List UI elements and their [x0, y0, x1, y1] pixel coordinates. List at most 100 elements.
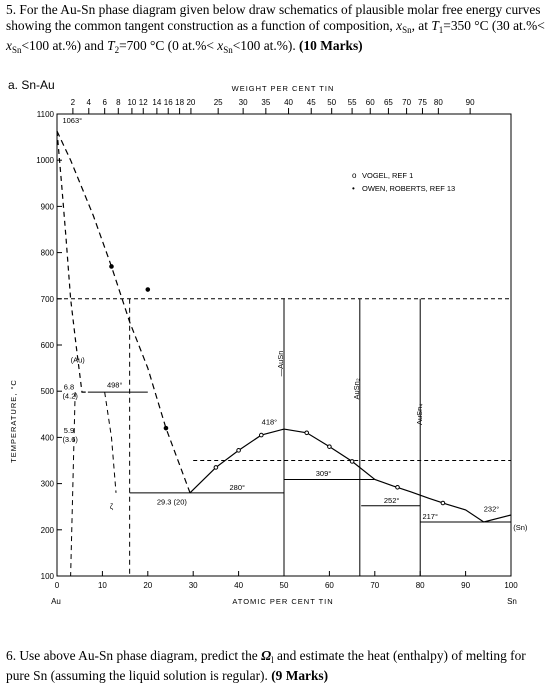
q5-marks: (10 Marks): [299, 38, 363, 53]
x-tick-label: 100: [504, 581, 518, 590]
q5-t1-expr: =350 °C (30 at.%<: [443, 18, 545, 33]
annotation-c59: 5.9: [64, 426, 74, 435]
q5-t2-expr: =700 °C (0 at.%<: [119, 38, 218, 53]
x-tick-label: 10: [98, 581, 107, 590]
question-5-text: 5. For the Au-Sn phase diagram given bel…: [6, 2, 546, 58]
x2-tick-label: 45: [307, 98, 316, 107]
zeta-boundary-left: [104, 392, 117, 493]
x-tick-label: 30: [189, 581, 198, 590]
q5-t2-symbol: T: [107, 38, 115, 53]
x2-tick-label: 18: [175, 98, 184, 107]
annotation-c36: (3.6): [62, 435, 78, 444]
x2-tick-label: 30: [239, 98, 248, 107]
q6-middle: and estimate the heat (enthalpy) of melt…: [6, 648, 526, 683]
x2-tick-label: 80: [434, 98, 443, 107]
curves-group: [56, 130, 512, 577]
q5-x-symbol-3: x: [217, 38, 224, 53]
x2-tick-label: 20: [186, 98, 195, 107]
y-tick-label: 900: [41, 202, 55, 211]
annotation-t217: 217°: [422, 512, 438, 521]
q5-prefix: 5. For the Au-Sn phase diagram given bel…: [6, 2, 541, 33]
data-point-open: [259, 432, 264, 438]
x2-tick-label: 75: [418, 98, 427, 107]
annotation-t280: 280°: [230, 483, 246, 492]
data-point-filled: [145, 287, 151, 292]
x2-tick-label: 8: [116, 98, 121, 107]
data-point-filled: [163, 425, 169, 431]
question-6-text: 6. Use above Au-Sn phase diagram, predic…: [6, 648, 546, 684]
legend-item-owen: OWEN, ROBERTS, REF 13: [362, 184, 455, 193]
bottom-left-label: Au: [51, 597, 61, 606]
x2-tick-label: 60: [366, 98, 375, 107]
x2-tick-label: 55: [348, 98, 357, 107]
y-tick-label: 200: [41, 526, 55, 535]
x2-tick-label: 90: [466, 98, 475, 107]
legend: o VOGEL, REF 1 • OWEN, ROBERTS, REF 13: [352, 171, 455, 193]
y-tick-label: 1000: [36, 156, 54, 165]
q5-t2-tail: <100 at.%).: [232, 38, 300, 53]
annotation-ausn4: AuSn₄: [415, 404, 424, 425]
q5-x-subscript-2: Sn: [11, 45, 22, 55]
x-tick-label: 60: [325, 581, 334, 590]
q6-omega-subscript: l: [271, 655, 274, 665]
x2-tick-label: 25: [214, 98, 223, 107]
x-tick-label: 70: [370, 581, 379, 590]
annotation-c42: (4.2): [62, 392, 78, 401]
x2-tick-label: 16: [164, 98, 173, 107]
x2-tick-label: 6: [102, 98, 107, 107]
annotation-sn-phase: (Sn): [513, 523, 528, 532]
q5-t2-subscript: 2: [114, 45, 120, 55]
bottom-axis-title: ATOMIC PER CENT TIN: [232, 597, 333, 606]
q6-omega-symbol: Ω: [261, 648, 272, 663]
series-line-liquidus-left: [56, 130, 191, 494]
y-tick-label: 400: [41, 433, 55, 442]
x-tick-label: 20: [143, 581, 152, 590]
annotation-ausn2: AuSn₂: [352, 378, 361, 399]
series-line-solidus-left: [56, 131, 88, 393]
q5-x-subscript-3: Sn: [223, 45, 233, 55]
annotation-ausn: —AuSn: [276, 351, 285, 377]
y-axis-title: TEMPERATURE, °C: [9, 379, 18, 463]
x2-tick-label: 40: [284, 98, 293, 107]
x-tick-label: 90: [461, 581, 470, 590]
q5-t1-subscript: 1: [438, 25, 444, 35]
x-tick-label: 50: [280, 581, 289, 590]
q6-prefix: 6. Use above Au-Sn phase diagram, predic…: [6, 648, 262, 663]
panel-label: a. Sn-Au: [8, 78, 55, 92]
x2-tick-label: 70: [402, 98, 411, 107]
bottom-right-label: Sn: [507, 597, 517, 606]
annotation-c293: 29.3 (20): [157, 497, 188, 506]
x-tick-label: 0: [55, 581, 60, 590]
y-tick-label: 500: [41, 387, 55, 396]
axes-group: 100 200 300 400 500 600 700 800 900 1000 1100 0 10 20…: [36, 98, 518, 590]
legend-marker-open: o: [352, 171, 357, 180]
q5-t1-symbol: T: [431, 18, 439, 33]
series-line-liquidus-mid: [189, 428, 376, 494]
data-point-open: [304, 430, 310, 436]
data-point-open: [236, 448, 241, 453]
x2-tick-label: 12: [139, 98, 148, 107]
x2-tick-label: 14: [152, 98, 161, 107]
q5-x-symbol-2: x: [6, 38, 12, 53]
legend-item-vogel: VOGEL, REF 1: [362, 171, 413, 180]
data-point-open: [395, 484, 400, 490]
y-tick-label: 1100: [37, 110, 55, 119]
q5-t1-tail: <100 at.%) and: [21, 38, 108, 53]
data-point-open: [349, 459, 355, 464]
x2-tick-label: 2: [71, 98, 76, 107]
top-axis-title: WEIGHT PER CENT TIN: [232, 84, 335, 93]
y-tick-label: 300: [41, 480, 55, 489]
annotation-t232: 232°: [484, 504, 500, 513]
annotation-t1063: 1063°: [62, 116, 82, 125]
q6-marks: (9 Marks): [271, 668, 329, 683]
y-tick-label: 800: [41, 249, 55, 258]
annotation-t418: 418°: [262, 417, 278, 426]
q5-x-subscript: Sn: [402, 25, 412, 35]
q5-x-symbol: x: [396, 18, 403, 33]
y-tick-label: 600: [41, 341, 55, 350]
annotation-au-phase: (Au): [71, 356, 86, 365]
data-point-open: [440, 500, 446, 506]
annotation-t498: 498°: [107, 381, 123, 390]
q5-at-word: , at: [411, 18, 432, 33]
x2-tick-label: 50: [327, 98, 336, 107]
